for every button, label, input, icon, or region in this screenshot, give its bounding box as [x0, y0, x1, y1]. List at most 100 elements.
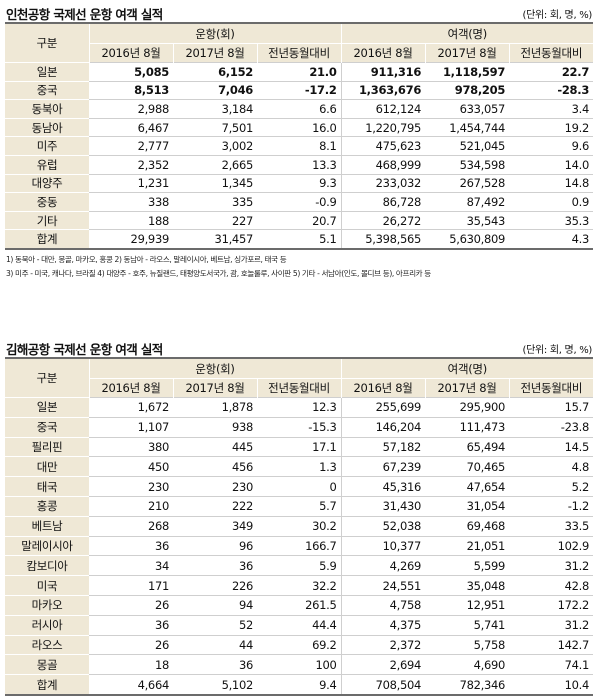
- passengers-2016-cell: 31,430: [340, 495, 426, 517]
- table-row: 베트남 268 349 30.2 52,038 69,468 33.5: [5, 515, 594, 537]
- flights-2016-cell: 210: [89, 495, 173, 517]
- passengers-group-header: 여객(명): [340, 22, 594, 44]
- flights-yoy-cell: 100: [257, 654, 342, 675]
- table-row: 대만 450 456 1.3 67,239 70,465 4.8: [5, 456, 594, 477]
- passengers-2016-cell: 26,272: [340, 210, 426, 230]
- row-label: 베트남: [5, 515, 89, 537]
- row-label: 중국: [5, 80, 89, 100]
- flights-yoy-cell: 44.4: [257, 614, 342, 636]
- flights-group-header: 운항(회): [88, 357, 342, 379]
- table-row: 몽골 18 36 100 2,694 4,690 74.1: [5, 654, 594, 675]
- passengers-2017-cell: 70,465: [425, 456, 510, 477]
- row-label: 라오스: [5, 634, 89, 655]
- passengers-yoy-cell: 14.5: [509, 436, 594, 457]
- flights-2017-cell: 3,184: [173, 99, 257, 119]
- passengers-2017-cell: 65,494: [425, 436, 510, 457]
- flights-yoy-cell: 30.2: [257, 515, 342, 537]
- passengers-2017-header: 2017년 8월: [424, 43, 510, 63]
- passengers-yoy-cell: 10.4: [509, 674, 594, 696]
- passengers-2016-cell: 146,204: [340, 416, 426, 438]
- flights-2017-cell: 222: [173, 495, 257, 517]
- flights-2017-cell: 31,457: [173, 229, 257, 250]
- row-label: 동북아: [5, 99, 89, 119]
- passengers-yoy-cell: 31.2: [509, 614, 594, 636]
- gimhae-title-row: 김해공항 국제선 운항 여객 실적 (단위: 회, 명, %): [0, 335, 598, 357]
- flights-yoy-cell: 17.1: [257, 436, 342, 457]
- passengers-2017-cell: 295,900: [425, 397, 510, 418]
- table-row: 마카오 26 94 261.5 4,758 12,951 172.2: [5, 594, 594, 616]
- flights-yoy-cell: 261.5: [257, 594, 342, 616]
- row-label: 대양주: [5, 173, 89, 193]
- passengers-2017-cell: 5,630,809: [425, 229, 510, 250]
- flights-yoy-cell: 20.7: [257, 210, 342, 230]
- row-label: 중동: [5, 192, 89, 212]
- row-label: 필리핀: [5, 436, 89, 457]
- flights-2017-cell: 7,501: [173, 117, 257, 137]
- table-row: 말레이시아 36 96 166.7 10,377 21,051 102.9: [5, 535, 594, 556]
- flights-yoy-header: 전년동월대비: [256, 43, 342, 63]
- passengers-yoy-cell: -23.8: [509, 416, 594, 438]
- passengers-yoy-cell: 31.2: [509, 555, 594, 576]
- row-label: 미주: [5, 136, 89, 156]
- passengers-yoy-cell: 0.9: [509, 192, 594, 212]
- flights-2016-cell: 1,231: [89, 173, 173, 193]
- passengers-yoy-cell: 142.7: [509, 634, 594, 655]
- flights-2016-cell: 18: [89, 654, 173, 675]
- table-row: 필리핀 380 445 17.1 57,182 65,494 14.5: [5, 436, 594, 457]
- flights-2016-cell: 450: [89, 456, 173, 477]
- passengers-2016-cell: 2,694: [340, 654, 426, 675]
- row-label: 러시아: [5, 614, 89, 636]
- flights-2017-cell: 36: [173, 555, 257, 576]
- table-row: 라오스 26 44 69.2 2,372 5,758 142.7: [5, 634, 594, 655]
- footnote-line: 3) 미주 - 미국, 캐나다, 브라질 4) 대양주 - 호주, 뉴질랜드, …: [6, 268, 431, 278]
- passengers-yoy-cell: 9.6: [509, 136, 594, 156]
- passengers-2016-cell: 10,377: [340, 535, 426, 556]
- table-row: 유럽 2,352 2,665 13.3 468,999 534,598 14.0: [5, 154, 594, 175]
- flights-group-header: 운항(회): [88, 22, 342, 44]
- passengers-group-header: 여객(명): [340, 357, 594, 379]
- flights-2016-cell: 230: [89, 476, 173, 497]
- flights-2017-cell: 227: [173, 210, 257, 230]
- passengers-2016-cell: 255,699: [340, 397, 426, 418]
- passengers-2017-header: 2017년 8월: [424, 378, 510, 398]
- row-label: 몽골: [5, 654, 89, 675]
- table-row: 중동 338 335 -0.9 86,728 87,492 0.9: [5, 192, 594, 212]
- gimhae-table: 구분 운항(회) 여객(명) 2016년 8월 2017년 8월 전년동월대비 …: [5, 357, 594, 696]
- row-label: 마카오: [5, 594, 89, 616]
- passengers-2017-cell: 633,057: [425, 99, 510, 119]
- table-row: 태국 230 230 0 45,316 47,654 5.2: [5, 476, 594, 497]
- flights-2016-cell: 1,107: [89, 416, 173, 438]
- table-row: 기타 188 227 20.7 26,272 35,543 35.3: [5, 210, 594, 230]
- table-row: 합계 29,939 31,457 5.1 5,398,565 5,630,809 4.3: [5, 229, 594, 250]
- flights-yoy-header: 전년동월대비: [256, 378, 342, 398]
- table-row: 동북아 2,988 3,184 6.6 612,124 633,057 3.4: [5, 99, 594, 119]
- flights-2016-cell: 29,939: [89, 229, 173, 250]
- row-label: 일본: [5, 62, 89, 82]
- flights-yoy-cell: 5.1: [257, 229, 342, 250]
- passengers-2017-cell: 5,741: [425, 614, 510, 636]
- table-row: 미국 171 226 32.2 24,551 35,048 42.8: [5, 575, 594, 596]
- flights-2017-cell: 445: [173, 436, 257, 457]
- flights-2017-cell: 335: [173, 192, 257, 212]
- flights-2016-cell: 26: [89, 594, 173, 616]
- passengers-yoy-cell: 172.2: [509, 594, 594, 616]
- flights-2017-cell: 226: [173, 575, 257, 596]
- table-row: 러시아 36 52 44.4 4,375 5,741 31.2: [5, 614, 594, 636]
- passengers-yoy-cell: 19.2: [509, 117, 594, 137]
- flights-2017-cell: 44: [173, 634, 257, 655]
- flights-2017-cell: 1,878: [173, 397, 257, 418]
- passengers-2016-cell: 24,551: [340, 575, 426, 596]
- passengers-2017-cell: 31,054: [425, 495, 510, 517]
- passengers-yoy-cell: 4.8: [509, 456, 594, 477]
- passengers-2017-cell: 47,654: [425, 476, 510, 497]
- flights-2016-cell: 338: [89, 192, 173, 212]
- category-header: 구분: [5, 22, 89, 63]
- passengers-2017-cell: 87,492: [425, 192, 510, 212]
- passengers-2017-cell: 21,051: [425, 535, 510, 556]
- passengers-2016-cell: 468,999: [340, 154, 426, 175]
- table-row: 중국 1,107 938 -15.3 146,204 111,473 -23.8: [5, 416, 594, 438]
- passengers-yoy-cell: 3.4: [509, 99, 594, 119]
- flights-2016-cell: 26: [89, 634, 173, 655]
- table-row: 대양주 1,231 1,345 9.3 233,032 267,528 14.8: [5, 173, 594, 193]
- gimhae-table-title: 김해공항 국제선 운항 여객 실적: [6, 342, 163, 357]
